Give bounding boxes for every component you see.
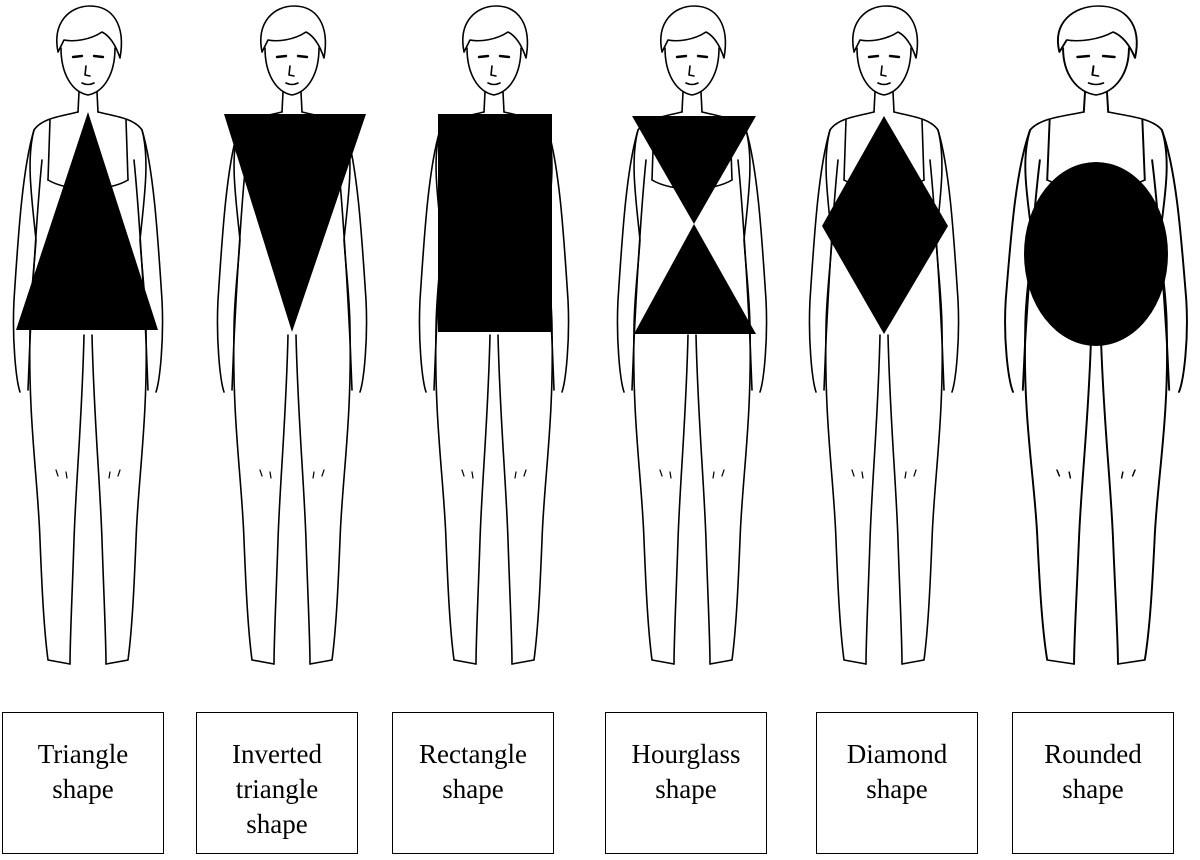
inverted-triangle-icon xyxy=(224,114,366,332)
label-triangle: Triangle shape xyxy=(37,739,129,804)
body-shapes-illustration xyxy=(12,4,1189,666)
label-box-rectangle: Rectangle shape xyxy=(392,712,554,854)
figure-rounded xyxy=(1003,4,1189,666)
figure-diamond xyxy=(808,4,960,666)
rectangle-icon xyxy=(438,114,552,332)
label-hourglass: Hourglass shape xyxy=(631,739,741,804)
figure-triangle xyxy=(12,4,164,666)
label-box-rounded: Rounded shape xyxy=(1012,712,1174,854)
figure-inverted-triangle xyxy=(216,4,368,666)
woman-outline-icon xyxy=(616,4,768,666)
label-rectangle: Rectangle shape xyxy=(419,739,527,804)
label-box-inverted-triangle: Inverted triangle shape xyxy=(196,712,358,854)
label-box-triangle: Triangle shape xyxy=(2,712,164,854)
triangle-icon xyxy=(16,112,158,330)
woman-outline-icon xyxy=(808,4,960,666)
hourglass-icon xyxy=(632,116,756,334)
label-rounded: Rounded shape xyxy=(1044,739,1142,804)
label-inverted-triangle: Inverted triangle shape xyxy=(232,739,322,839)
label-diamond: Diamond shape xyxy=(846,739,948,804)
figure-rectangle xyxy=(418,4,570,666)
woman-outline-icon xyxy=(216,4,368,666)
label-box-hourglass: Hourglass shape xyxy=(605,712,767,854)
woman-outline-icon xyxy=(12,4,164,666)
figure-hourglass xyxy=(616,4,768,666)
woman-outline-icon xyxy=(418,4,570,666)
label-box-diamond: Diamond shape xyxy=(816,712,978,854)
diamond-icon xyxy=(822,116,948,334)
oval-icon xyxy=(1024,162,1168,346)
